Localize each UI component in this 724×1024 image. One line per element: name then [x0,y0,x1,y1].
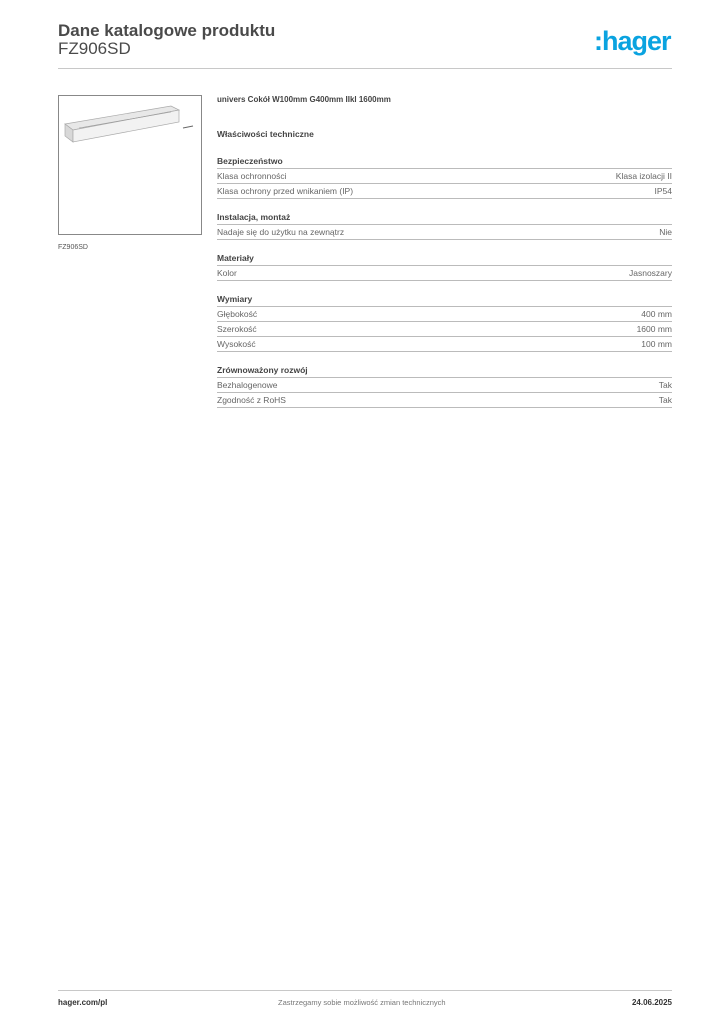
product-code: FZ906SD [58,39,131,58]
product-name: univers Cokół W100mm G400mm IIkl 1600mm [217,95,391,104]
spec-value: Tak [658,395,672,405]
spec-row: Klasa ochronności Klasa izolacji II [217,169,672,184]
spec-label: Bezhalogenowe [217,380,278,390]
page-title: Dane katalogowe produktu [58,21,276,40]
section-title: Wymiary [217,293,672,307]
spec-label: Kolor [217,268,237,278]
spec-section: Wymiary Głębokość 400 mm Szerokość 1600 mm Wy… [217,293,672,352]
spec-row: Nadaje się do użytku na zewnątrz Nie [217,225,672,240]
product-image [58,95,202,235]
footer-date: 24.06.2025 [631,998,672,1007]
section-title: Bezpieczeństwo [217,155,672,169]
image-caption: FZ906SD [58,244,88,251]
header-divider [58,68,672,69]
spec-value: Nie [659,227,672,237]
spec-value: 1600 mm [636,324,672,334]
footer-notice: Zastrzegamy sobie możliwość zmian techni… [278,998,446,1007]
spec-row: Kolor Jasnoszary [217,266,672,281]
spec-label: Klasa ochrony przed wnikaniem (IP) [217,186,354,196]
hager-logo: :hager [594,26,672,56]
spec-row: Bezhalogenowe Tak [217,378,672,393]
section-title: Zrównoważony rozwój [217,364,672,378]
spec-label: Głębokość [217,309,258,319]
spec-row: Głębokość 400 mm [217,307,672,322]
spec-label: Klasa ochronności [217,171,287,181]
spec-section: Bezpieczeństwo Klasa ochronności Klasa izo… [217,155,672,199]
spec-label: Szerokość [217,324,257,334]
plinth-illustration [64,105,194,143]
spec-row: Wysokość 100 mm [217,337,672,352]
properties-title: Właściwości techniczne [217,129,314,139]
product-details: univers Cokół W100mm G400mm IIkl 1600mm … [217,95,672,408]
section-title: Instalacja, montaż [217,211,672,225]
spec-value: Klasa izolacji II [615,171,672,181]
spec-label: Zgodność z RoHS [217,395,286,405]
spec-value: Jasnoszary [629,268,672,278]
spec-value: 400 mm [641,309,672,319]
footer-website[interactable]: hager.com/pl [58,998,108,1007]
spec-row: Szerokość 1600 mm [217,322,672,337]
spec-value: IP54 [654,186,673,196]
spec-value: 100 mm [641,339,672,349]
spec-section: Materiały Kolor Jasnoszary [217,252,672,281]
spec-row: Klasa ochrony przed wnikaniem (IP) IP54 [217,184,672,199]
spec-label: Wysokość [217,339,256,349]
spec-section: Instalacja, montaż Nadaje się do użytku n… [217,211,672,240]
footer-divider [58,990,672,991]
spec-section: Zrównoważony rozwój Bezhalogenowe Tak Zgodn… [217,364,672,408]
spec-label: Nadaje się do użytku na zewnątrz [217,227,345,237]
spec-row: Zgodność z RoHS Tak [217,393,672,408]
spec-value: Tak [658,380,672,390]
section-title: Materiały [217,252,672,266]
